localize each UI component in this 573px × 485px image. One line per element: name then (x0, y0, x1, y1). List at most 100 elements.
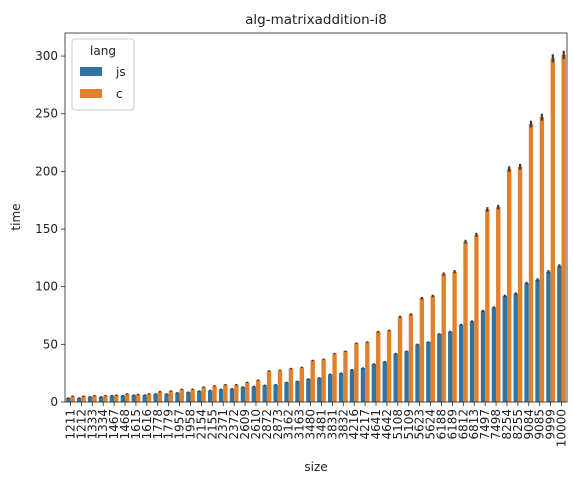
x-tick-label: 4642 (380, 409, 394, 440)
x-tick-label: 6813 (467, 409, 481, 440)
legend-swatch-c (80, 89, 102, 98)
bar-c-2371 (223, 384, 228, 402)
x-tick-label: 7498 (489, 409, 503, 440)
bar-js-2155 (207, 390, 213, 402)
bar-c-1468 (125, 393, 130, 402)
bar-js-1957 (175, 392, 180, 402)
bar-js-1778 (153, 393, 158, 402)
bar-c-9084 (528, 124, 534, 402)
bar-c-5624 (430, 295, 435, 402)
x-tick-label: 1212 (74, 409, 88, 440)
bar-js-9085 (535, 279, 540, 402)
bar-c-6813 (474, 234, 479, 402)
bar-js-6189 (448, 331, 453, 402)
x-tick-label: 1958 (184, 409, 198, 440)
x-tick-label: 1616 (140, 409, 154, 440)
bar-c-4641 (376, 331, 381, 402)
bar-js-1779 (164, 393, 169, 402)
bar-js-7497 (480, 310, 486, 402)
plot-frame (64, 32, 568, 403)
bar-js-8255 (513, 293, 518, 402)
bar-js-2372 (229, 388, 235, 402)
x-tick-label: 3481 (314, 409, 328, 440)
bar-c-1616 (146, 393, 152, 402)
bar-js-3831 (328, 374, 333, 402)
bar-c-7497 (485, 209, 490, 402)
x-tick-label: 1468 (118, 409, 132, 440)
bar-c-4642 (386, 330, 392, 402)
bars-layer (66, 50, 566, 403)
x-tick-label: 9999 (544, 409, 558, 440)
x-tick-label: 2155 (205, 409, 219, 440)
bar-js-2872 (262, 385, 267, 402)
bar-js-2873 (273, 384, 278, 402)
bar-js-3163 (295, 381, 300, 402)
x-tick-label: 3162 (282, 409, 296, 440)
bar-js-1333 (87, 396, 93, 402)
bar-c-5623 (419, 298, 425, 402)
bar-js-6188 (437, 333, 442, 402)
bar-c-1334 (103, 395, 108, 402)
x-tick-label: 10000 (555, 409, 569, 447)
legend: lang js c (71, 38, 135, 111)
x-tick-label: 9084 (522, 409, 536, 440)
x-tick-label: 1333 (85, 409, 99, 440)
bar-js-2154 (197, 391, 202, 402)
bar-js-6812 (458, 324, 464, 402)
x-tick-label: 6188 (435, 409, 449, 440)
x-tick-label: 8255 (511, 409, 525, 440)
y-tick-label: 50 (43, 337, 58, 351)
bar-js-4641 (371, 363, 377, 402)
bar-js-3162 (284, 382, 289, 402)
bar-js-1212 (77, 397, 82, 402)
x-tick-label: 6812 (456, 409, 470, 440)
bar-c-6188 (441, 274, 446, 402)
x-tick-label: 5109 (402, 409, 416, 440)
bar-c-1467 (114, 395, 119, 402)
bar-c-1778 (157, 391, 163, 402)
bar-c-2155 (212, 385, 217, 402)
bar-c-4216 (354, 343, 359, 402)
y-tick-label: 0 (50, 395, 58, 409)
x-tick-label: 8254 (500, 409, 514, 440)
x-tick-label: 2609 (238, 409, 252, 440)
bar-js-3832 (338, 373, 344, 402)
x-tick-label: 2154 (194, 409, 208, 440)
bar-c-6812 (463, 241, 468, 402)
bar-c-2609 (245, 382, 250, 402)
bar-c-3831 (332, 353, 337, 402)
bar-c-2610 (255, 380, 261, 402)
bar-js-5624 (426, 342, 431, 402)
x-tick-label: 1778 (151, 409, 165, 440)
x-tick-label: 3480 (304, 409, 318, 440)
bar-js-2371 (218, 389, 224, 402)
legend-swatch-js (80, 67, 102, 76)
bar-c-1211 (70, 396, 75, 402)
x-tick-label: 6189 (445, 409, 459, 440)
x-tick-label: 9085 (533, 409, 547, 440)
bar-js-1468 (120, 395, 126, 402)
x-tick-label: 1211 (63, 409, 77, 440)
y-tick-label: 250 (35, 107, 58, 121)
bar-js-1958 (186, 392, 191, 402)
bar-c-8255 (517, 166, 523, 402)
x-axis-label: size (304, 460, 327, 474)
legend-label-js: js (115, 65, 126, 79)
x-tick-label: 4641 (369, 409, 383, 440)
bar-js-2609 (240, 387, 246, 402)
x-tick-label: 1334 (96, 409, 110, 440)
bar-js-1467 (109, 395, 115, 402)
bar-js-1616 (142, 395, 147, 402)
x-tick-label: 1467 (107, 409, 121, 440)
x-tick-label: 4216 (347, 409, 361, 440)
x-tick-label: 1957 (173, 409, 187, 440)
bar-js-4217 (360, 367, 366, 402)
bar-js-3480 (306, 378, 311, 402)
y-axis-label: time (9, 203, 23, 230)
bar-c-3832 (343, 351, 348, 402)
bar-c-5109 (408, 314, 414, 402)
x-tick-label: 1779 (162, 409, 176, 440)
bar-c-2872 (266, 370, 272, 402)
bar-js-1615 (131, 395, 136, 402)
